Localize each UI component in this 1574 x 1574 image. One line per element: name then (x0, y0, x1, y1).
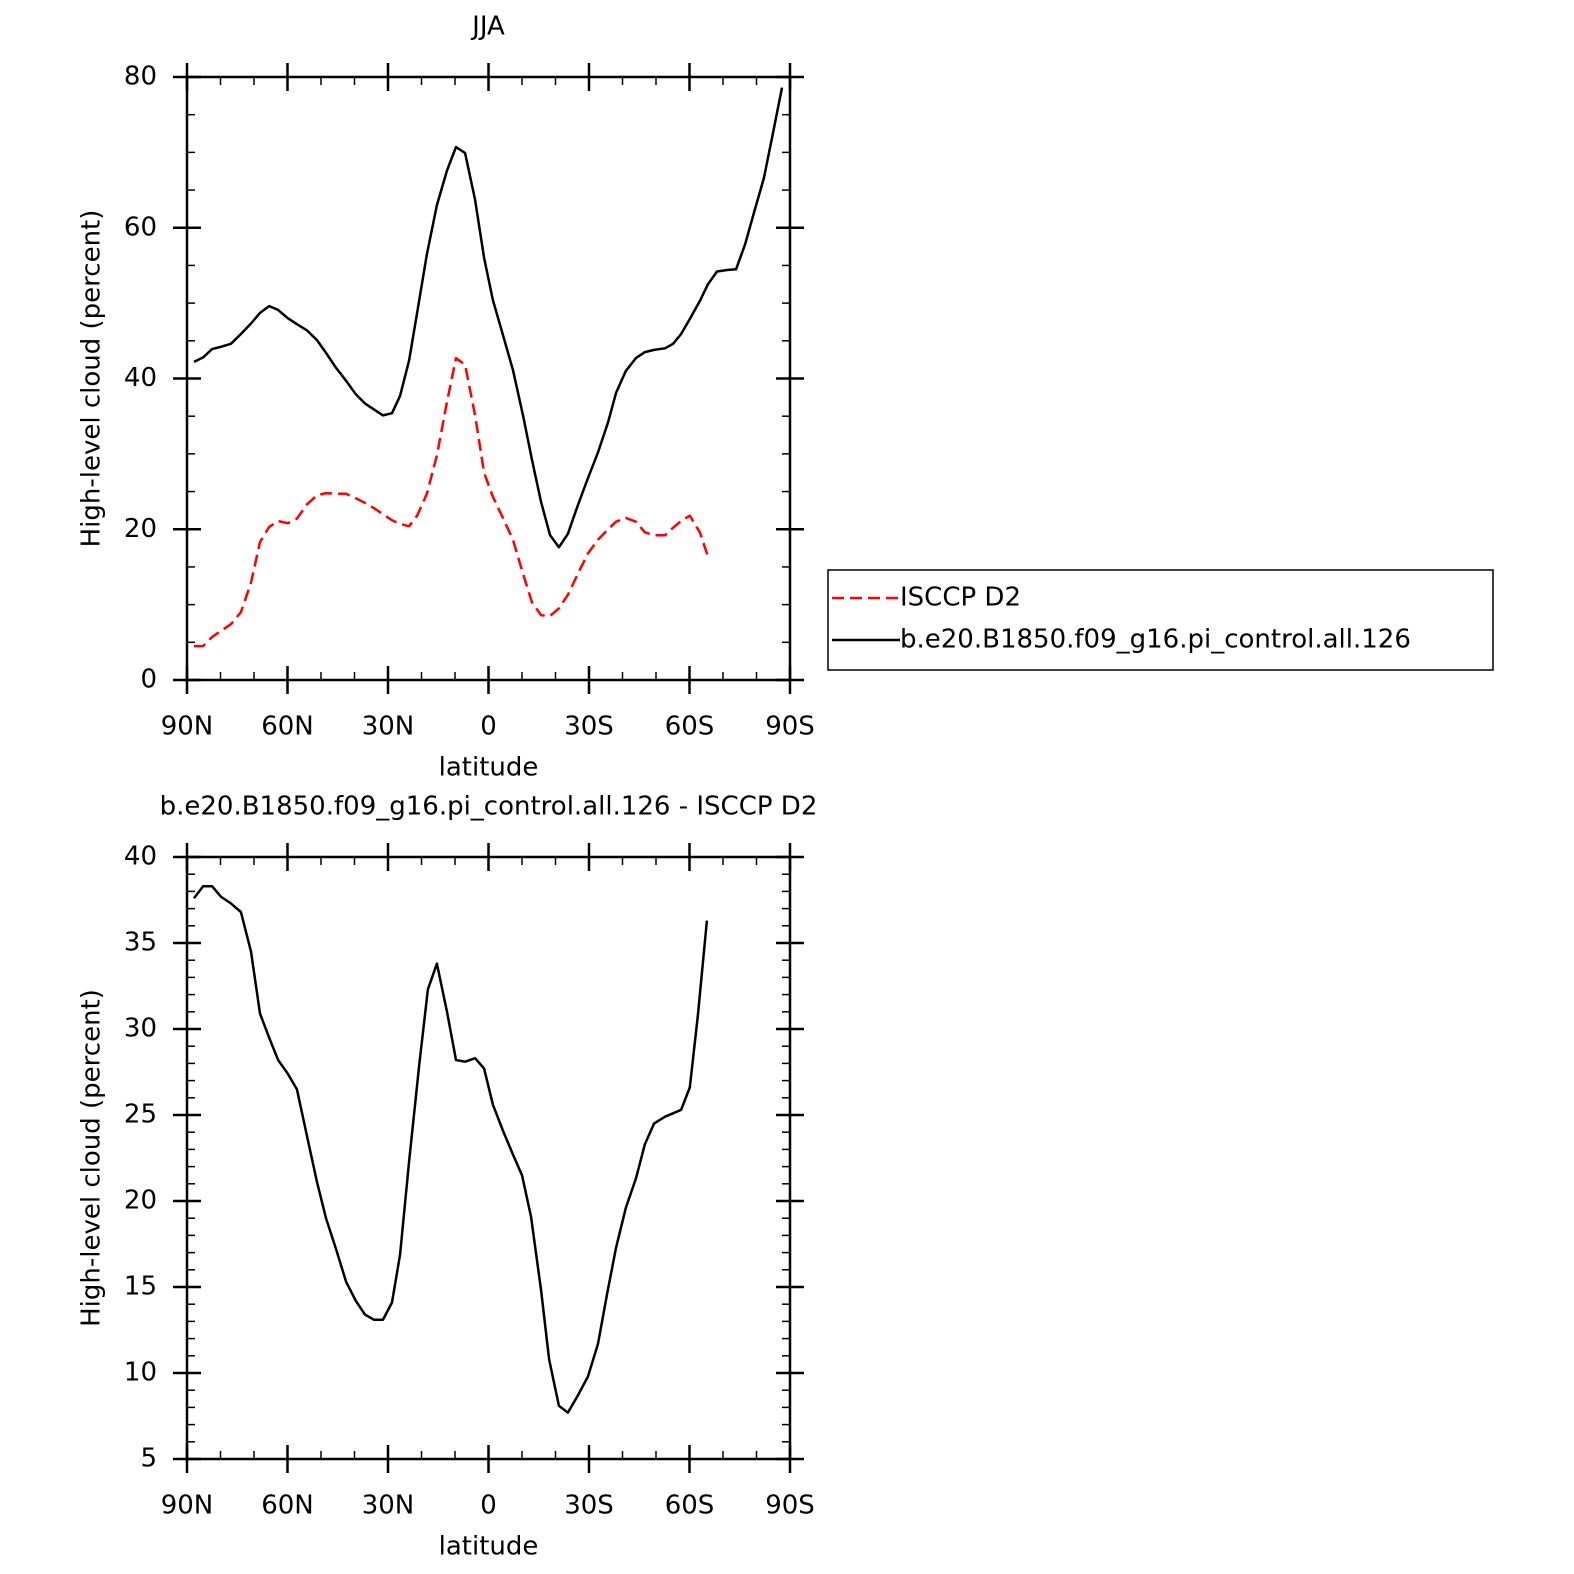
x-tick-label: 0 (480, 712, 497, 742)
x-tick-label: 30S (564, 1491, 614, 1521)
y-tick-label: 15 (124, 1272, 157, 1302)
y-tick-label: 10 (124, 1358, 157, 1388)
x-tick-label: 90S (765, 1491, 815, 1521)
x-tick-label: 60S (665, 1491, 715, 1521)
x-axis-label: latitude (439, 1532, 539, 1562)
data-line (193, 884, 709, 1414)
x-tick-label: 60N (261, 712, 314, 742)
data-line (194, 356, 710, 648)
x-axis-label: latitude (439, 753, 539, 783)
x-tick-label: 60N (261, 1491, 314, 1521)
x-tick-label: 60S (665, 712, 715, 742)
x-tick-label: 30S (564, 712, 614, 742)
legend-label: ISCCP D2 (900, 583, 1021, 613)
plot-frame (185, 855, 792, 1461)
y-axis-label: High-level cloud (percent) (77, 989, 107, 1327)
x-tick-label: 90N (161, 712, 214, 742)
legend-label: b.e20.B1850.f09_g16.pi_control.all.126 (900, 625, 1411, 655)
y-tick-label: 60 (124, 212, 157, 242)
y-tick-label: 25 (124, 1100, 157, 1130)
x-tick-label: 30N (362, 712, 415, 742)
x-tick-label: 30N (362, 1491, 415, 1521)
y-axis-label: High-level cloud (percent) (77, 210, 107, 548)
chart-title: JJA (470, 12, 505, 42)
chart-title: b.e20.B1850.f09_g16.pi_control.all.126 -… (160, 792, 818, 822)
y-tick-label: 40 (124, 363, 157, 393)
x-tick-label: 90N (161, 1491, 214, 1521)
legend-box (827, 569, 1494, 671)
x-tick-label: 0 (480, 1491, 497, 1521)
plot-frame (185, 75, 792, 682)
y-tick-label: 40 (124, 842, 157, 872)
y-tick-label: 35 (124, 928, 157, 958)
data-line (193, 87, 784, 549)
y-tick-label: 0 (140, 665, 157, 695)
y-tick-label: 20 (124, 514, 157, 544)
x-tick-label: 90S (765, 712, 815, 742)
y-tick-label: 80 (124, 62, 157, 92)
y-tick-label: 5 (140, 1444, 157, 1474)
y-tick-label: 30 (124, 1014, 157, 1044)
y-tick-label: 20 (124, 1186, 157, 1216)
